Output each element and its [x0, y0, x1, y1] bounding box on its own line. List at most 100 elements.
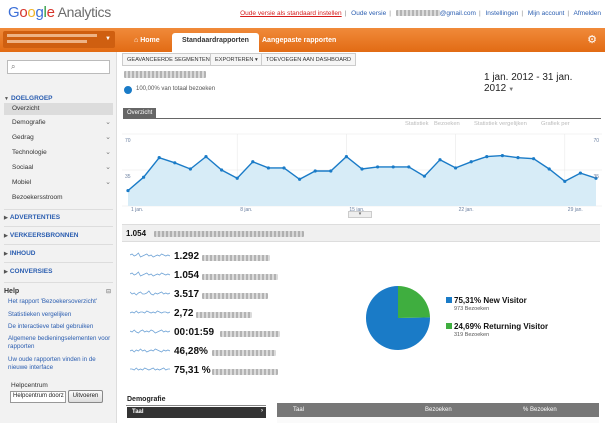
help-link-report-controls[interactable]: Algemene bedieningselementen voor rappor… [8, 335, 111, 350]
table-row[interactable] [277, 417, 599, 423]
sidebar-section-traffic-sources[interactable]: ▶ VERKEERSBRONNEN [4, 232, 79, 239]
tab-overview[interactable]: Overzicht [123, 108, 157, 119]
column-header-visits-pct[interactable]: % Bezoeken [523, 407, 557, 413]
chart-point[interactable] [298, 177, 302, 181]
sidebar-item-social[interactable]: Sociaal ⌄ [12, 162, 113, 174]
metric-value: 00:01:59 [174, 327, 215, 338]
help-link-visitors-overview[interactable]: Het rapport 'Bezoekersoverzicht' [8, 298, 98, 305]
tab-standard-reports[interactable]: Standaardrapporten [172, 33, 259, 52]
help-link-old-reports[interactable]: Uw oude rapporten vinden in de nieuwe in… [8, 356, 96, 371]
old-version-link[interactable]: Oude versie [351, 10, 387, 17]
chart-point[interactable] [563, 179, 567, 183]
button-label: EXPORTEREN [215, 57, 254, 63]
chart-point[interactable] [142, 175, 146, 179]
sidebar-section-conversions[interactable]: ▶ CONVERSIES [4, 268, 53, 275]
sidebar-item-mobile[interactable]: Mobiel ⌄ [12, 177, 113, 189]
column-header-language[interactable]: Taal [293, 407, 305, 413]
visits-line-chart[interactable]: 70 35 70 35 1 jan. 8 jan. 15 jan. 22 jan. 29 jan… [122, 128, 602, 214]
chevron-down-icon: ▼ [508, 87, 515, 93]
tab-custom-reports[interactable]: Aangepaste rapporten [262, 37, 337, 44]
sidebar-item-demographics[interactable]: Demografie ⌄ [12, 117, 113, 129]
segment-indicator-icon [124, 86, 132, 94]
visitor-type-pie-chart[interactable] [365, 285, 431, 351]
chart-point[interactable] [126, 188, 130, 193]
chart-point[interactable] [547, 167, 551, 171]
chart-point[interactable] [454, 166, 458, 170]
chart-point[interactable] [485, 155, 489, 159]
chart-point[interactable] [235, 176, 239, 180]
sidebar-item-behavior[interactable]: Gedrag ⌄ [12, 132, 113, 144]
sidebar-section-audience[interactable]: ▼ DOELGROEP [4, 95, 53, 102]
chart-point[interactable] [500, 154, 504, 158]
pie-slice-new-visitor[interactable] [365, 286, 430, 350]
tab-home-label: Home [140, 37, 160, 44]
sidebar-section-advertising[interactable]: ▶ ADVERTENTIES [4, 214, 61, 221]
help-center-go-button[interactable]: Uitvoeren [68, 390, 103, 403]
sidebar-section-content[interactable]: ▶ INHOUD [4, 250, 36, 257]
help-center-search-field[interactable]: Helpcentrum doorz [10, 391, 66, 403]
sidebar-item-technology[interactable]: Technologie ⌄ [12, 147, 113, 159]
chart-point[interactable] [329, 169, 333, 173]
chart-point[interactable] [594, 176, 598, 180]
chart-point[interactable] [438, 158, 442, 162]
sidebar-item-overview[interactable]: Overzicht [4, 103, 113, 115]
chart-point[interactable] [391, 165, 395, 169]
chevron-right-icon: › [261, 408, 263, 414]
chart-point[interactable] [532, 157, 536, 161]
chevron-down-icon: ⌄ [105, 119, 111, 126]
chart-area-fill [128, 155, 596, 206]
graph-by-selector[interactable]: Grafiek per [541, 121, 570, 127]
chart-point[interactable] [173, 161, 177, 165]
column-header-visits[interactable]: Bezoeken [425, 407, 452, 413]
sidebar: ⌕ ▼ DOELGROEP Overzicht Demografie ⌄ Gedra… [0, 52, 117, 423]
chart-resize-handle[interactable]: ▾ [348, 211, 372, 218]
compare-metric-link[interactable]: Statistiek vergelijken [474, 121, 527, 127]
tab-home[interactable]: ⌂ Home [124, 33, 170, 52]
chart-point[interactable] [516, 156, 520, 160]
my-account-link[interactable]: Mijn account [527, 10, 565, 17]
metric-selector[interactable]: Statistiek [405, 121, 429, 127]
chart-point[interactable] [407, 165, 411, 169]
language-row[interactable]: Taal › [127, 407, 266, 418]
set-old-version-default-link[interactable]: Oude versie als standaard instellen [240, 10, 342, 17]
advanced-segments-button[interactable]: GEAVANCEERDE SEGMENTEN ▾ [122, 53, 220, 66]
chart-point[interactable] [220, 168, 224, 172]
add-to-dashboard-button[interactable]: TOEVOEGEN AAN DASHBOARD [261, 53, 357, 66]
chart-point[interactable] [157, 156, 161, 160]
chart-point[interactable] [251, 160, 255, 164]
divider [4, 209, 113, 210]
chart-point[interactable] [313, 169, 317, 173]
redacted-metric-label [212, 350, 276, 356]
chart-point[interactable] [578, 171, 582, 175]
chart-point[interactable] [188, 167, 192, 171]
help-link-interactive-table[interactable]: De interactieve tabel gebruiken [8, 323, 94, 330]
export-button[interactable]: EXPORTEREN ▾ [210, 53, 263, 66]
sidebar-item-label: Overzicht [12, 105, 40, 112]
search-icon: ⌕ [11, 62, 16, 71]
chart-point[interactable] [360, 167, 364, 171]
sidebar-item-visitor-flow[interactable]: Bezoekersstroom [12, 192, 113, 204]
metric-value: 46,28% [174, 346, 208, 357]
account-selector[interactable]: ▼ [3, 31, 115, 48]
section-label: DOELGROEP [10, 95, 53, 102]
sign-out-link[interactable]: Afmelden [573, 10, 601, 17]
help-link-compare-metrics[interactable]: Statistieken vergelijken [8, 311, 72, 318]
chart-point[interactable] [422, 174, 426, 178]
button-label: GEAVANCEERDE SEGMENTEN [127, 57, 210, 63]
collapse-icon[interactable]: ⊟ [106, 289, 112, 295]
chart-point[interactable] [266, 166, 270, 170]
settings-link[interactable]: Instellingen [485, 10, 519, 17]
redacted-metric-label [202, 293, 268, 299]
gear-icon[interactable]: ⚙ [587, 34, 597, 46]
chart-point[interactable] [376, 165, 380, 169]
date-range-picker[interactable]: 1 jan. 2012 - 31 jan. 2012 ▼ [484, 72, 605, 94]
google-analytics-logo[interactable]: Google Analytics [8, 4, 111, 21]
chart-point[interactable] [204, 155, 208, 159]
search-input[interactable]: ⌕ [7, 60, 110, 74]
pie-slice-returning-visitor[interactable] [398, 286, 430, 318]
chart-point[interactable] [282, 166, 286, 170]
divider [4, 244, 113, 245]
chart-point[interactable] [344, 155, 348, 159]
chart-point[interactable] [469, 160, 473, 164]
metric-visits[interactable]: Bezoeken [434, 121, 460, 127]
